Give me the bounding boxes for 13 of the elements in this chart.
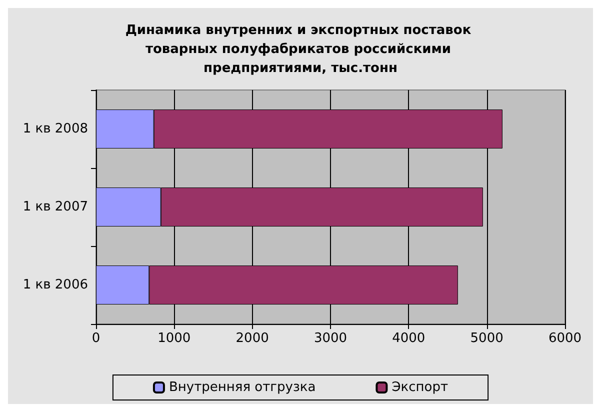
x-tick-label: 0 xyxy=(92,331,100,346)
y-tick-label: 1 кв 2006 xyxy=(22,278,88,292)
legend-label: Внутренняя отгрузка xyxy=(168,380,316,395)
x-tick-label: 2000 xyxy=(236,331,269,346)
x-tick-label: 1000 xyxy=(158,331,191,346)
x-tick-label: 6000 xyxy=(548,331,582,346)
y-tick-label: 1 кв 2008 xyxy=(22,122,88,136)
legend-label: Экспорт xyxy=(392,380,448,395)
chart-title: Динамика внутренних и экспортных поставок товарных полуфабрикатов российскими предприятиями, тыс.тонн xyxy=(125,23,476,76)
x-tick-label: 5000 xyxy=(470,331,504,346)
x-tick-label: 4000 xyxy=(392,331,426,346)
y-tick-label: 1 кв 2007 xyxy=(22,200,88,214)
x-tick-label: 3000 xyxy=(314,331,348,346)
